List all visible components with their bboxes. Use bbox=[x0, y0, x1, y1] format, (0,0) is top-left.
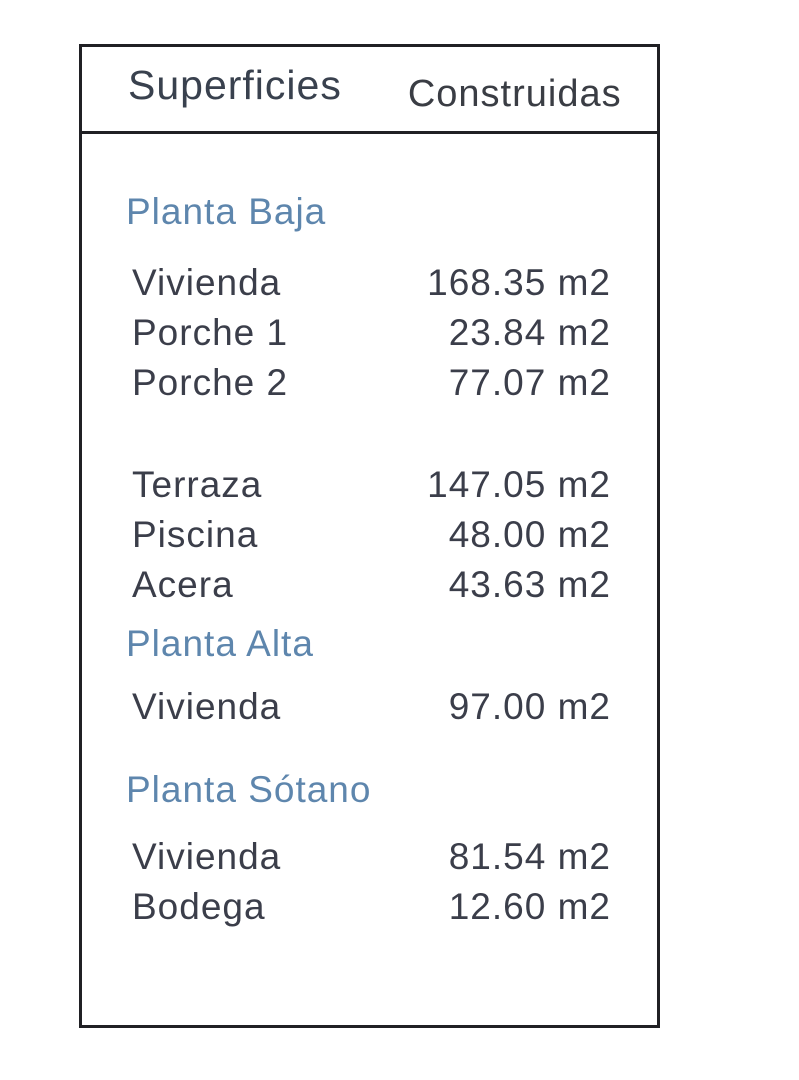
table-row: Bodega 12.60 m2 bbox=[82, 882, 657, 932]
row-label: Vivienda bbox=[132, 836, 282, 877]
row-value: 81.54 m2 bbox=[448, 836, 611, 877]
row-label: Terraza bbox=[132, 464, 263, 505]
table-row: Vivienda 168.35 m2 bbox=[82, 258, 657, 308]
table-row: Vivienda 97.00 m2 bbox=[82, 682, 657, 732]
row-label: Bodega bbox=[132, 886, 266, 927]
section-planta-baja: Planta Baja Vivienda 168.35 m2 Porche 1 … bbox=[82, 190, 657, 610]
section-planta-sotano: Planta Sótano Vivienda 81.54 m2 Bodega 1… bbox=[82, 768, 657, 932]
surfaces-table: Superficies Construidas Planta Baja Vivi… bbox=[79, 44, 660, 1028]
row-label: Vivienda bbox=[132, 262, 282, 303]
table-header: Superficies Construidas bbox=[82, 47, 657, 134]
row-value: 12.60 m2 bbox=[448, 886, 611, 927]
table-row: Vivienda 81.54 m2 bbox=[82, 832, 657, 882]
table-body: Planta Baja Vivienda 168.35 m2 Porche 1 … bbox=[82, 134, 657, 932]
row-label: Acera bbox=[132, 564, 234, 605]
row-group: Vivienda 97.00 m2 bbox=[82, 682, 657, 732]
row-value: 23.84 m2 bbox=[448, 312, 611, 353]
section-planta-alta: Planta Alta Vivienda 97.00 m2 bbox=[82, 622, 657, 732]
header-col-superficies: Superficies bbox=[128, 62, 342, 108]
section-heading: Planta Sótano bbox=[126, 769, 372, 810]
row-group-exterior: Terraza 147.05 m2 Piscina 48.00 m2 Acera… bbox=[82, 460, 657, 610]
row-group: Vivienda 81.54 m2 Bodega 12.60 m2 bbox=[82, 832, 657, 932]
row-label: Piscina bbox=[132, 514, 259, 555]
section-heading: Planta Baja bbox=[126, 191, 327, 232]
table-row: Porche 1 23.84 m2 bbox=[82, 308, 657, 358]
table-row: Acera 43.63 m2 bbox=[82, 560, 657, 610]
row-label: Porche 1 bbox=[132, 312, 289, 353]
row-value: 43.63 m2 bbox=[448, 564, 611, 605]
header-col-construidas: Construidas bbox=[407, 73, 622, 115]
table-row: Terraza 147.05 m2 bbox=[82, 460, 657, 510]
table-row: Piscina 48.00 m2 bbox=[82, 510, 657, 560]
row-label: Vivienda bbox=[132, 686, 282, 727]
section-heading: Planta Alta bbox=[126, 623, 314, 664]
row-value: 48.00 m2 bbox=[448, 514, 611, 555]
table-row: Porche 2 77.07 m2 bbox=[82, 358, 657, 408]
row-value: 97.00 m2 bbox=[448, 686, 611, 727]
row-label: Porche 2 bbox=[132, 362, 289, 403]
row-group-interior: Vivienda 168.35 m2 Porche 1 23.84 m2 Por… bbox=[82, 258, 657, 408]
row-value: 168.35 m2 bbox=[427, 262, 611, 303]
row-value: 77.07 m2 bbox=[448, 362, 611, 403]
row-value: 147.05 m2 bbox=[427, 464, 611, 505]
